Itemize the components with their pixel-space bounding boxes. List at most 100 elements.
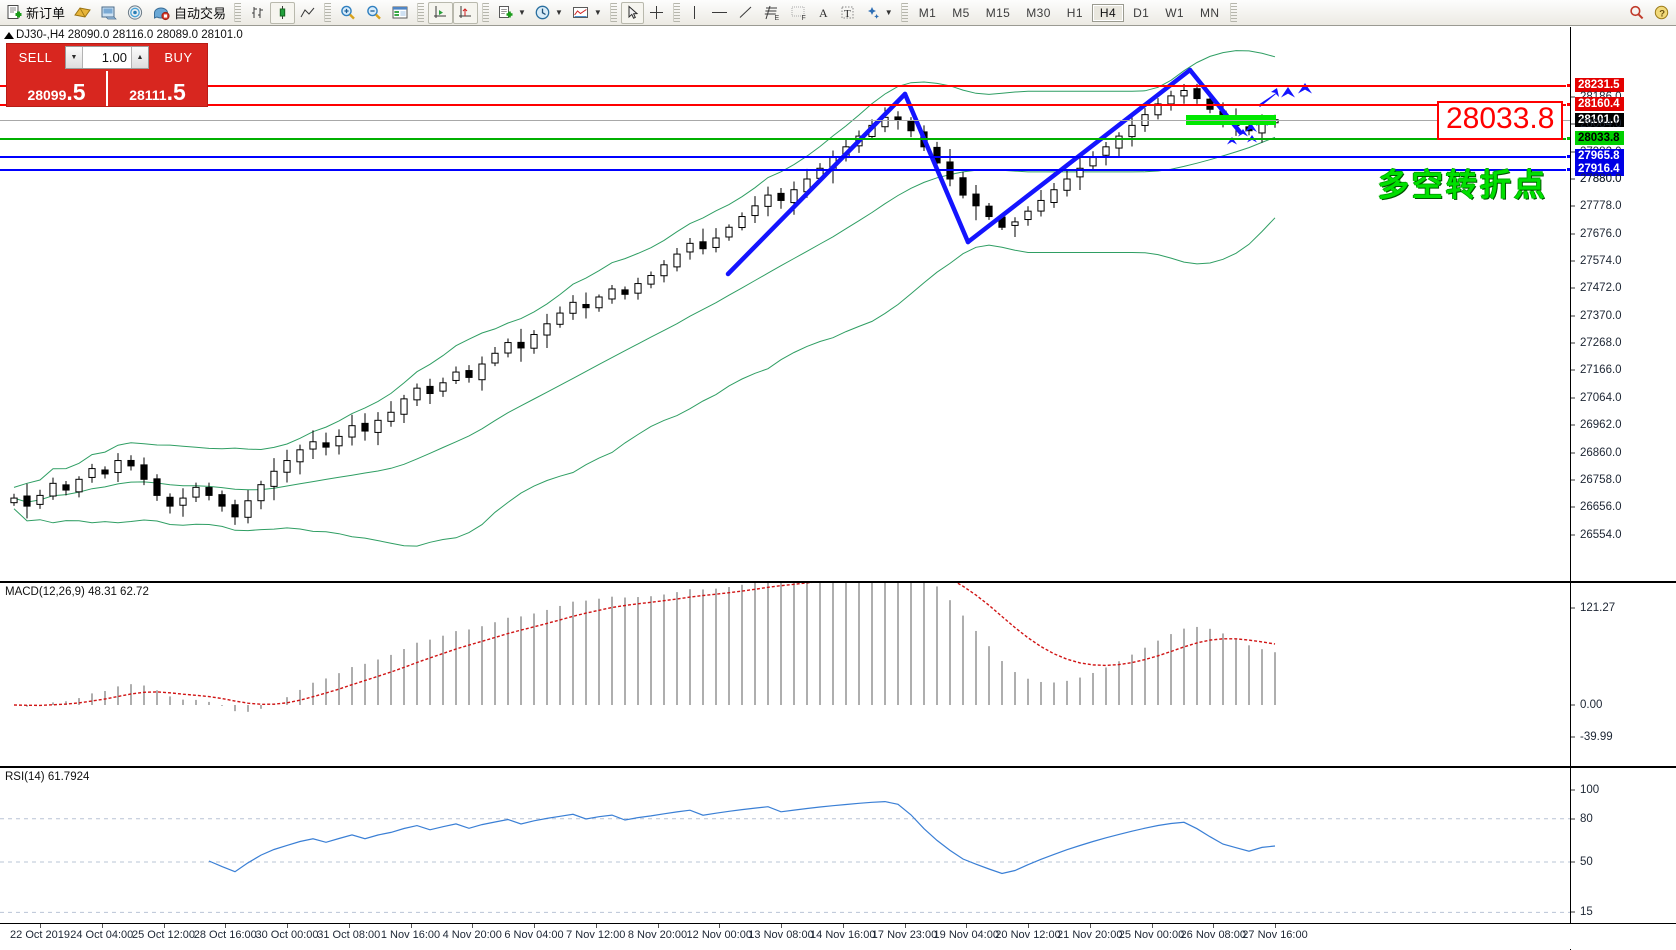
price-level-line[interactable] [0, 82, 1570, 88]
time-tick [904, 924, 906, 928]
price-axis[interactable]: 27880.0 27778.0 27676.0 27574.0 27472.0 27370… [1570, 27, 1676, 581]
trend-line[interactable] [902, 91, 971, 245]
timeframe-h4[interactable]: H4 [1091, 3, 1125, 22]
indicator-caret-icon[interactable]: ▼ [593, 8, 602, 17]
candlestick-chart-button[interactable] [270, 1, 296, 24]
bollinger-upper [13, 50, 1276, 488]
macd-plot-area[interactable] [0, 583, 1570, 766]
price-axis-label: 28084.0 [1580, 118, 1622, 131]
help-icon: ? [1653, 4, 1670, 21]
vline-button[interactable] [684, 2, 706, 24]
autotrade-button[interactable]: 自动交易 [148, 2, 230, 24]
price-level-tag-black[interactable]: 28101.0 [1575, 112, 1624, 127]
help-button[interactable]: ? [1649, 2, 1674, 24]
zoom-out-button[interactable] [361, 2, 387, 24]
cursor-button[interactable] [620, 1, 644, 24]
price-level-line[interactable] [0, 153, 1570, 159]
macd-tick [1571, 704, 1575, 706]
trend-line[interactable] [725, 91, 908, 277]
one-click-trade-panel[interactable]: SELL ▼ 1.00 ▲ BUY 28099 .5 28111 .5 [6, 43, 208, 107]
price-pane[interactable]: DJ30-,H4 28090.0 28116.0 28089.0 28101.0… [0, 27, 1676, 582]
data-window-button[interactable] [387, 2, 413, 24]
time-tick [842, 924, 844, 928]
rsi-plot-area[interactable] [0, 768, 1570, 950]
timeframe-d1[interactable]: D1 [1133, 5, 1150, 20]
macd-pane[interactable]: MACD(12,26,9) 48.31 62.72 121.27 0.00 -39.… [0, 582, 1676, 767]
volume-stepper[interactable]: ▼ 1.00 ▲ [65, 46, 149, 69]
level-handle[interactable] [1566, 167, 1570, 173]
level-handle[interactable] [1566, 101, 1570, 107]
channel-button[interactable]: F [785, 2, 812, 24]
price-level-line[interactable] [0, 135, 1570, 141]
rsi-axis-label: 100 [1580, 784, 1600, 796]
text-button[interactable]: A [812, 2, 835, 24]
line-chart-button[interactable] [295, 2, 320, 24]
arrow-up-icon [1298, 83, 1312, 94]
buy-button[interactable]: BUY [164, 50, 193, 65]
price-level-tag-blue[interactable]: 27965.8 [1575, 148, 1624, 163]
buy-price[interactable]: 28111 .5 [108, 71, 207, 106]
search-button[interactable] [1624, 2, 1649, 24]
rsi-pane[interactable]: RSI(14) 61.7924 1008050150 [0, 767, 1676, 950]
crosshair-button[interactable] [644, 2, 669, 24]
sell-price[interactable]: 28099 .5 [7, 71, 106, 106]
price-axis-label: 27064.0 [1580, 391, 1622, 404]
price-level-tag-green[interactable]: 28033.8 [1575, 130, 1624, 145]
new-order-button[interactable]: 新订单 [2, 2, 69, 24]
period-button[interactable]: ▼ [530, 2, 567, 24]
hline-button[interactable] [706, 2, 733, 24]
price-level-line[interactable] [0, 167, 1570, 173]
templates-caret-icon[interactable]: ▼ [518, 8, 526, 17]
timeframe-w1[interactable]: W1 [1165, 5, 1185, 20]
level-handle[interactable] [1566, 82, 1570, 88]
timeframe-m30[interactable]: M30 [1026, 5, 1051, 20]
period-caret-icon[interactable]: ▼ [554, 8, 563, 17]
turning-point-note[interactable]: 多空转折点 [1378, 168, 1548, 203]
time-axis-label: 1 Nov 16:00 [380, 929, 441, 941]
price-level-line[interactable] [0, 119, 1570, 121]
timeframe-m1[interactable]: M1 [918, 5, 937, 20]
timeframe-mn[interactable]: MN [1200, 5, 1220, 20]
signal-button[interactable] [122, 2, 148, 24]
price-tick [1571, 424, 1575, 426]
sell-price-integer: 28099 [27, 87, 67, 103]
timeframe-m5[interactable]: M5 [952, 5, 970, 20]
price-level-tag-blue[interactable]: 27916.4 [1575, 162, 1624, 177]
trend-overlays[interactable] [725, 67, 1312, 277]
price-plot-area[interactable] [0, 27, 1570, 581]
time-tick [781, 924, 782, 928]
timeframe-m15[interactable]: M15 [985, 5, 1011, 20]
price-level-line[interactable] [0, 101, 1570, 107]
macd-axis[interactable]: 121.27 0.00 -39.99 [1570, 583, 1676, 766]
label-button[interactable]: T [835, 2, 860, 24]
volume-value[interactable]: 1.00 [101, 50, 127, 65]
fibo-button[interactable]: E [758, 2, 785, 24]
trendline-button[interactable] [733, 2, 758, 24]
bar-chart-button[interactable] [245, 2, 270, 24]
zoom-in-button[interactable] [335, 2, 361, 24]
time-tick [534, 924, 535, 928]
shift-end-button[interactable] [428, 1, 454, 24]
auto-scroll-button[interactable] [453, 1, 479, 24]
price-level-tag-red[interactable]: 28231.5 [1575, 77, 1624, 92]
level-handle[interactable] [1566, 135, 1570, 141]
level-handle[interactable] [1566, 153, 1570, 159]
indicator-list-button[interactable]: ▼ [567, 2, 606, 24]
indicators-button[interactable] [69, 2, 96, 24]
timeframe-h1[interactable]: H1 [1066, 5, 1083, 20]
templates-button[interactable]: ▼ [493, 2, 530, 24]
rsi-axis[interactable]: 1008050150 [1570, 768, 1676, 950]
price-callout-box[interactable]: 28033.8 [1437, 101, 1564, 140]
objects-caret-icon[interactable]: ▼ [884, 8, 893, 17]
volume-increment-icon[interactable]: ▲ [131, 47, 148, 68]
price-level-tag-red[interactable]: 28160.4 [1575, 96, 1624, 111]
chart-workspace[interactable]: DJ30-,H4 28090.0 28116.0 28089.0 28101.0… [0, 26, 1676, 950]
time-tick [410, 924, 412, 928]
volume-decrement-icon[interactable]: ▼ [66, 47, 83, 68]
publish-button[interactable] [96, 2, 122, 24]
objects-button[interactable]: ▼ [860, 2, 897, 24]
time-axis[interactable]: 22 Oct 2019 24 Oct 04:00 25 Oct 12:00 28 Oc… [0, 923, 1676, 949]
sell-button[interactable]: SELL [18, 50, 53, 65]
data-window-icon [391, 4, 409, 21]
rsi-tick [1571, 861, 1575, 863]
